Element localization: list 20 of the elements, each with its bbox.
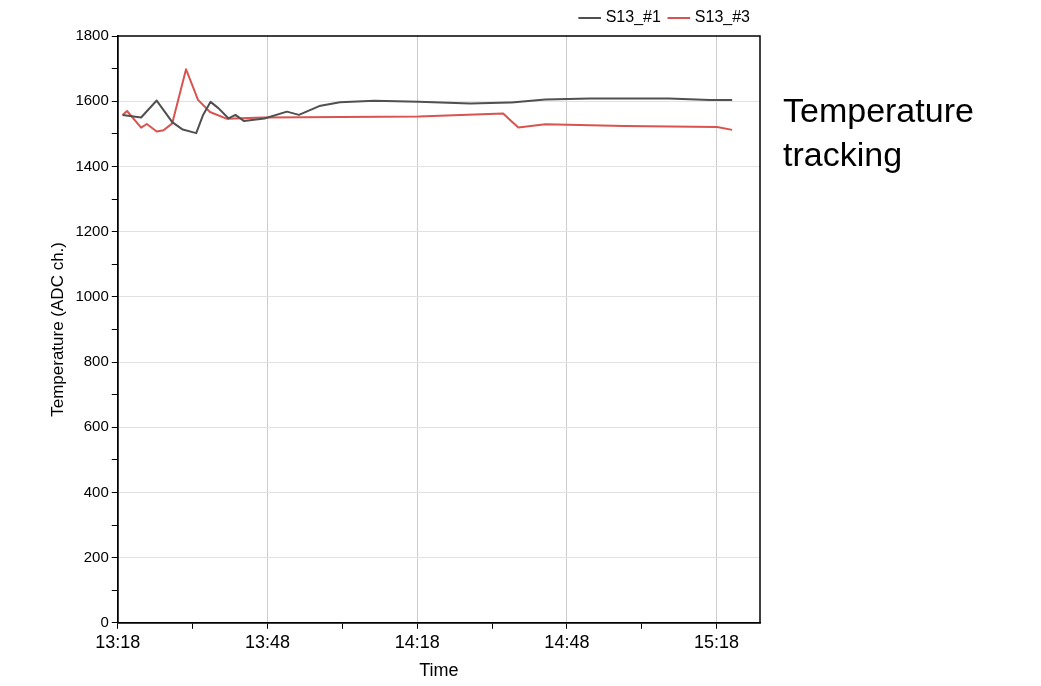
y-tick-label: 200: [83, 547, 109, 565]
x-axis-title: Time: [419, 660, 459, 681]
y-axis-title: Temperature (ADC ch.): [47, 242, 67, 417]
x-tick-label: 14:48: [544, 631, 590, 652]
y-tick-label: 1000: [75, 286, 109, 304]
legend-label: S13_#3: [694, 8, 751, 27]
y-tick-label: 800: [83, 352, 109, 370]
text: Temperature tracking: [783, 90, 975, 175]
y-tick-label: 1200: [75, 221, 109, 239]
y-tick-label: 600: [83, 417, 109, 435]
y-tick-label: 400: [83, 482, 109, 500]
x-tick-label: 13:48: [244, 631, 290, 652]
y-tick-label: 1600: [75, 91, 109, 109]
y-tick-label: 1800: [75, 26, 109, 44]
x-tick-label: 14:18: [394, 631, 440, 652]
legend-label: S13_#1: [605, 8, 661, 27]
y-tick-label: 0: [100, 612, 109, 630]
y-tick-label: 1400: [75, 156, 109, 174]
x-tick-label: 15:18: [694, 631, 740, 652]
x-tick-label: 13:18: [95, 631, 141, 652]
